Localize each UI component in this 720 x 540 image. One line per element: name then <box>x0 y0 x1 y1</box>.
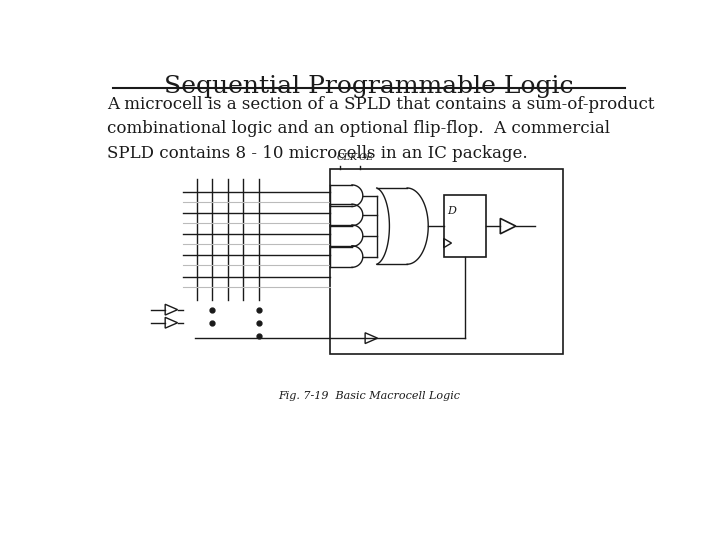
Text: Fig. 7-19  Basic Macrocell Logic: Fig. 7-19 Basic Macrocell Logic <box>278 391 460 401</box>
Text: Sequential Programmable Logic: Sequential Programmable Logic <box>164 75 574 98</box>
Bar <box>444 195 486 257</box>
Text: OE: OE <box>358 152 373 161</box>
Bar <box>330 168 563 354</box>
Text: D: D <box>448 206 456 215</box>
Text: CLK: CLK <box>336 152 358 161</box>
Text: A microcell is a section of a SPLD that contains a sum-of-product
combinational : A microcell is a section of a SPLD that … <box>107 96 654 162</box>
